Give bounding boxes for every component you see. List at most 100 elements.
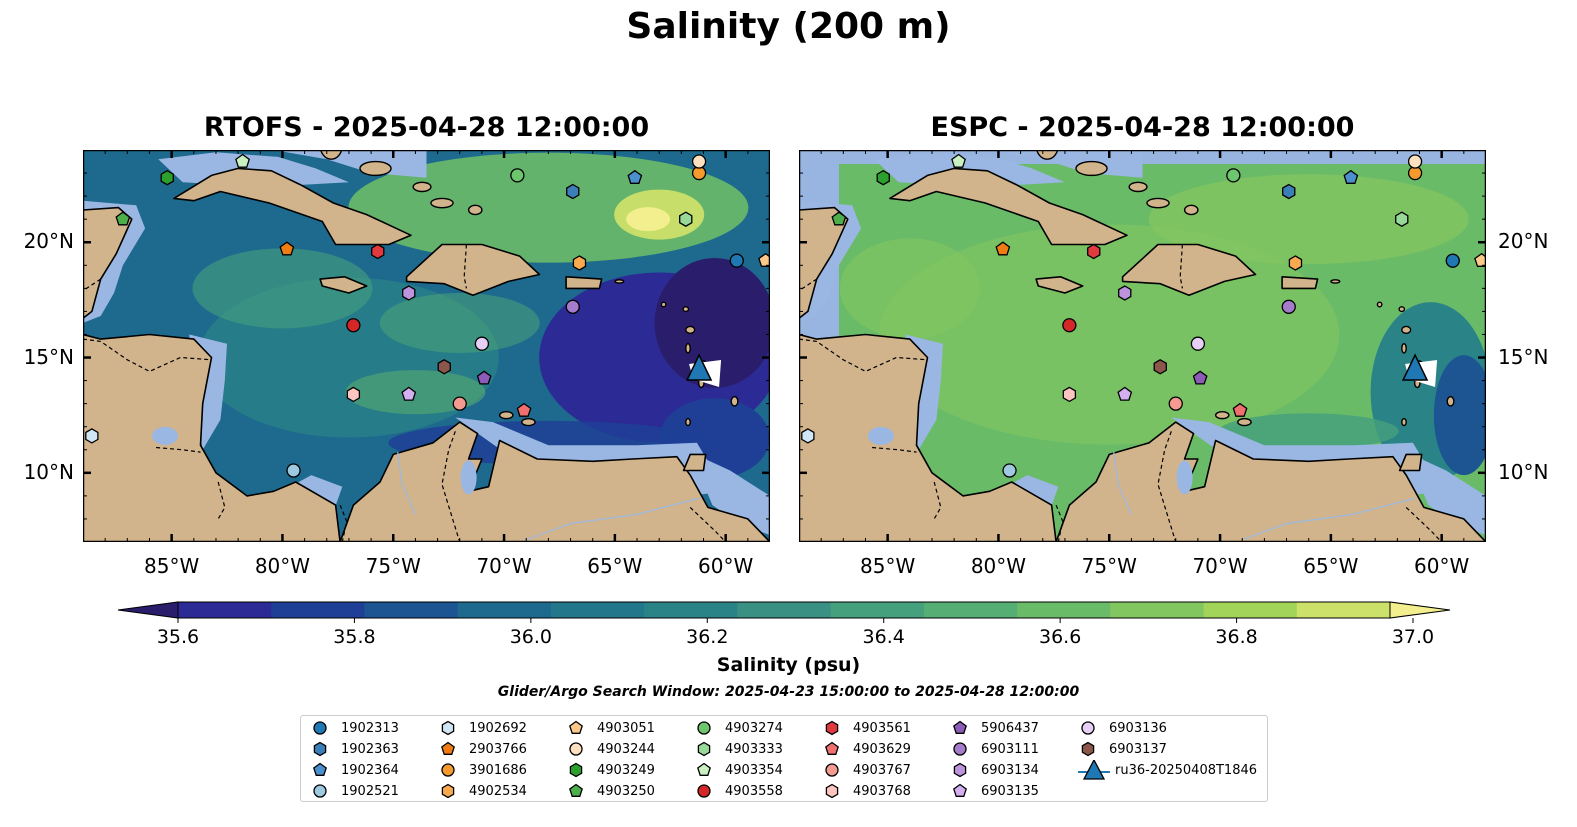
legend-item: 4902534 (437, 781, 527, 801)
legend-item: 3901686 (437, 760, 527, 780)
lat-tick-label-espc: 15°N (1498, 344, 1549, 369)
legend-marker-hexagon (441, 720, 455, 736)
float-marker-4903244 (691, 154, 707, 169)
lat-tick-label-espc: 10°N (1498, 459, 1549, 484)
float-marker-4903558 (346, 318, 361, 333)
float-marker-6903137 (437, 359, 451, 375)
float-marker-4903629 (1232, 402, 1248, 417)
legend-item: 4903244 (565, 739, 655, 759)
float-marker-1902521 (1002, 463, 1017, 478)
legend-item: 4903768 (821, 781, 911, 801)
legend-item: 4903250 (565, 781, 655, 801)
legend-marker-hexagon (697, 741, 711, 757)
float-marker-4903274 (510, 168, 525, 183)
lon-tick-label-espc: 65°W (1303, 554, 1359, 578)
legend-item: 4903767 (821, 760, 911, 780)
float-marker-4903250 (115, 211, 131, 226)
float-marker-6903134 (402, 285, 416, 301)
lon-tick-label-rtofs: 80°W (254, 554, 311, 578)
legend-marker-circle (953, 742, 967, 756)
legend-label: 4903558 (725, 783, 783, 799)
legend-marker-circle (569, 742, 583, 756)
legend-label: 4902534 (469, 783, 527, 799)
legend-label: 1902364 (341, 762, 399, 778)
legend-label: 6903111 (981, 741, 1039, 757)
lon-tick-label-rtofs: 75°W (365, 554, 421, 578)
colorbar-tick-label: 36.6 (1038, 626, 1082, 648)
legend-item: 4903333 (693, 739, 783, 759)
float-marker-1902521 (286, 463, 301, 478)
float-marker-4903767 (1168, 396, 1183, 411)
legend-label: 1902692 (469, 720, 527, 736)
legend-item: 5906437 (949, 718, 1039, 738)
lat-tick-label-rtofs: 20°N (23, 229, 74, 254)
legend-label: 4903333 (725, 741, 783, 757)
legend-item: 6903134 (949, 760, 1039, 780)
float-marker-4903558 (1062, 318, 1077, 333)
legend-marker-circle (1081, 721, 1095, 735)
legend-item: 4903558 (693, 781, 783, 801)
lat-tick-label-rtofs: 15°N (23, 344, 74, 369)
legend-label: 2903766 (469, 741, 527, 757)
float-marker-4903051 (1474, 252, 1486, 267)
legend-label: 6903135 (981, 783, 1039, 799)
float-marker-6903135 (401, 386, 417, 401)
legend-marker-circle (441, 763, 455, 777)
float-marker-6903137 (1153, 359, 1167, 375)
legend-item: 4903629 (821, 739, 911, 759)
legend-item: 6903135 (949, 781, 1039, 801)
float-marker-6903135 (1117, 386, 1133, 401)
colorbar-tick-label: 36.2 (686, 626, 729, 648)
legend-item: 1902313 (309, 718, 399, 738)
lon-tick-label-rtofs: 65°W (587, 554, 643, 578)
colorbar-tick-label: 37.0 (1391, 626, 1435, 648)
float-marker-4903768 (346, 386, 361, 403)
colorbar-tick-label: 36.0 (509, 626, 552, 648)
map-panel-rtofs (83, 150, 770, 542)
float-marker-5906437 (476, 370, 492, 385)
legend-item: 4903561 (821, 718, 911, 738)
legend-label: 3901686 (469, 762, 527, 778)
float-marker-1902364 (1343, 169, 1359, 184)
legend-label: 5906437 (981, 720, 1039, 736)
legend-item: 6903137 (1077, 739, 1167, 759)
legend-item: 1902521 (309, 781, 399, 801)
lon-tick-label-espc: 60°W (1414, 554, 1470, 578)
float-marker-4903767 (452, 396, 467, 411)
legend-marker-triangle (1078, 760, 1110, 780)
colorbar (117, 601, 1451, 623)
legend-item: ru36-20250408T1846 (1077, 760, 1257, 780)
float-marker-4903250 (831, 211, 847, 226)
legend-marker-pentagon (953, 720, 967, 734)
float-marker-1902313 (1445, 253, 1460, 268)
glider-marker (685, 353, 713, 381)
legend-item: 2903766 (437, 739, 527, 759)
legend-marker-hexagon (953, 762, 967, 778)
legend-marker-pentagon (569, 783, 583, 797)
lat-tick-label-espc: 20°N (1498, 229, 1549, 254)
lon-tick-label-espc: 80°W (970, 554, 1027, 578)
legend-marker-hexagon (825, 720, 839, 736)
float-marker-4902534 (572, 255, 587, 271)
float-marker-4903333 (679, 211, 693, 227)
colorbar-tick-label: 36.8 (1215, 626, 1258, 648)
legend-marker-circle (313, 784, 327, 798)
legend-label: 4903629 (853, 741, 911, 757)
legend-item: 1902364 (309, 760, 399, 780)
float-marker-4903561 (1087, 243, 1101, 260)
legend-marker-circle (697, 784, 711, 798)
legend-marker-hexagon (313, 741, 327, 757)
legend-label: 6903134 (981, 762, 1039, 778)
float-marker-4903249 (876, 169, 890, 186)
legend-item: 4903274 (693, 718, 783, 738)
legend-item: 1902692 (437, 718, 527, 738)
colorbar-tick-label: 35.6 (156, 626, 200, 648)
legend-marker-circle (313, 721, 327, 735)
lon-tick-label-rtofs: 60°W (698, 554, 754, 578)
legend-marker-hexagon (1081, 741, 1095, 757)
legend-marker-pentagon (697, 762, 711, 776)
legend-marker-pentagon (953, 783, 967, 797)
legend-label: 1902363 (341, 741, 399, 757)
float-marker-4902534 (1288, 255, 1303, 271)
legend-label: 4903767 (853, 762, 911, 778)
